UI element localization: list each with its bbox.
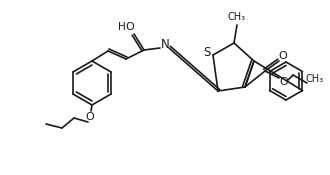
- Text: CH₃: CH₃: [306, 74, 324, 84]
- Text: H: H: [118, 22, 126, 32]
- Text: O: O: [279, 51, 287, 61]
- Text: S: S: [203, 46, 211, 58]
- Text: O: O: [126, 22, 134, 32]
- Text: N: N: [161, 37, 169, 51]
- Text: O: O: [280, 77, 288, 87]
- Text: O: O: [85, 112, 94, 122]
- Text: CH₃: CH₃: [228, 12, 246, 22]
